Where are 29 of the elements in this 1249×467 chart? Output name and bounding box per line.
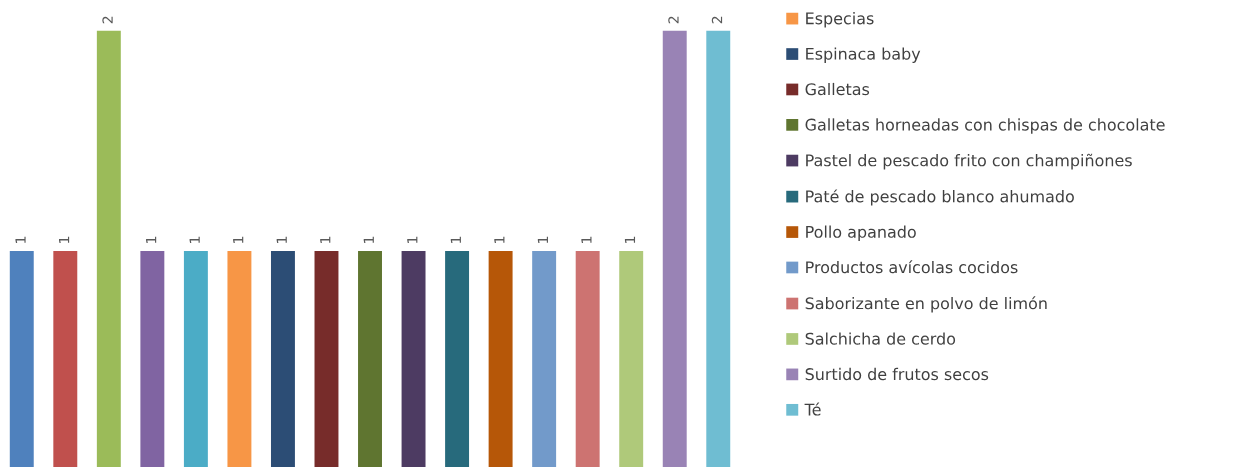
data-label: 2: [668, 16, 679, 24]
data-label: 1: [624, 236, 636, 243]
legend-label: Té: [804, 402, 821, 416]
legend-label: Salchicha de cerdo: [805, 332, 956, 345]
legend-label: Especias: [806, 12, 874, 28]
legend-label: Galletas horneadas con chispas de chocolate: [805, 118, 1165, 134]
data-label: 1: [189, 236, 200, 243]
legend-label: Surtido de frutos secos: [805, 367, 989, 381]
data-label: 1: [320, 236, 331, 243]
data-label: 1: [537, 236, 548, 243]
data-label: 1: [276, 236, 287, 243]
data-label: 1: [581, 236, 592, 243]
legend-label: Saborizante en polvo de limón: [805, 296, 1047, 313]
data-label: 1: [363, 236, 374, 243]
data-label: 1: [450, 236, 461, 243]
legend-label: Espinaca baby: [806, 47, 921, 63]
data-label: 2: [102, 16, 113, 24]
legend-label: Paté de pescado blanco ahumado: [806, 189, 1074, 206]
data-label: 1: [146, 236, 157, 243]
legend-label: Productos avícolas cocidos: [806, 260, 1018, 274]
legend-label: Pastel de pescado frito con champiñones: [806, 153, 1132, 170]
data-label: 1: [494, 236, 505, 243]
data-label: 2: [711, 16, 723, 24]
data-label: 1: [407, 236, 418, 243]
data-label: 1: [233, 236, 244, 243]
legend-label: Pollo apanado: [806, 225, 916, 241]
data-label: 1: [15, 236, 26, 243]
data-label: 1: [59, 236, 70, 243]
legend-label: Galletas: [805, 82, 870, 96]
